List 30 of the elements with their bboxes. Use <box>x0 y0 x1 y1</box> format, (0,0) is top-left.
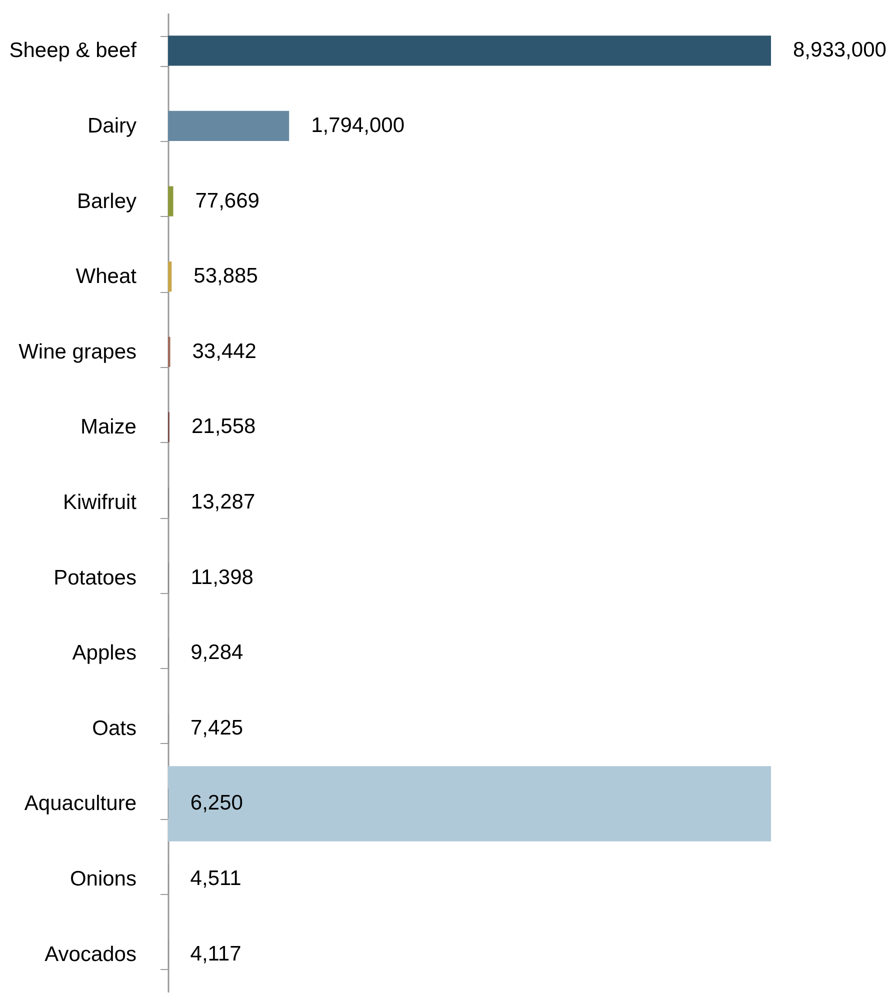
bar <box>168 262 172 292</box>
y-tick-label: Maize <box>80 416 136 439</box>
y-tick-label: Potatoes <box>54 566 136 590</box>
data-label: 33,442 <box>192 340 256 363</box>
y-tick-label: Sheep & beef <box>9 39 137 62</box>
y-tick-label: Dairy <box>87 114 137 138</box>
bar <box>168 36 771 66</box>
data-label: 7,425 <box>190 716 244 740</box>
y-tick-label: Oats <box>92 716 136 740</box>
data-label: 53,885 <box>194 264 258 288</box>
data-label: 8,933,000 <box>793 38 886 62</box>
data-label: 21,558 <box>191 415 256 438</box>
data-label: 11,398 <box>190 566 254 589</box>
data-label: 13,287 <box>190 490 256 514</box>
y-tick-label: Kiwifruit <box>62 491 137 514</box>
y-tick-label: Barley <box>76 190 137 213</box>
bar <box>168 110 290 142</box>
data-label: 9,284 <box>190 641 244 664</box>
data-label: 77,669 <box>195 189 260 212</box>
y-tick-label: Wine grapes <box>18 340 136 364</box>
data-label: 6,250 <box>190 792 243 815</box>
data-label: 4,117 <box>190 942 242 966</box>
y-tick-label: Aquaculture <box>24 792 136 816</box>
y-tick-label: Avocados <box>44 942 136 966</box>
y-tick-label: Apples <box>72 642 136 665</box>
data-label: 4,511 <box>190 867 242 890</box>
data-label: 1,794,000 <box>311 114 405 137</box>
bar <box>168 186 174 216</box>
y-tick-label: Wheat <box>76 265 137 288</box>
y-tick-label: Onions <box>70 868 136 891</box>
